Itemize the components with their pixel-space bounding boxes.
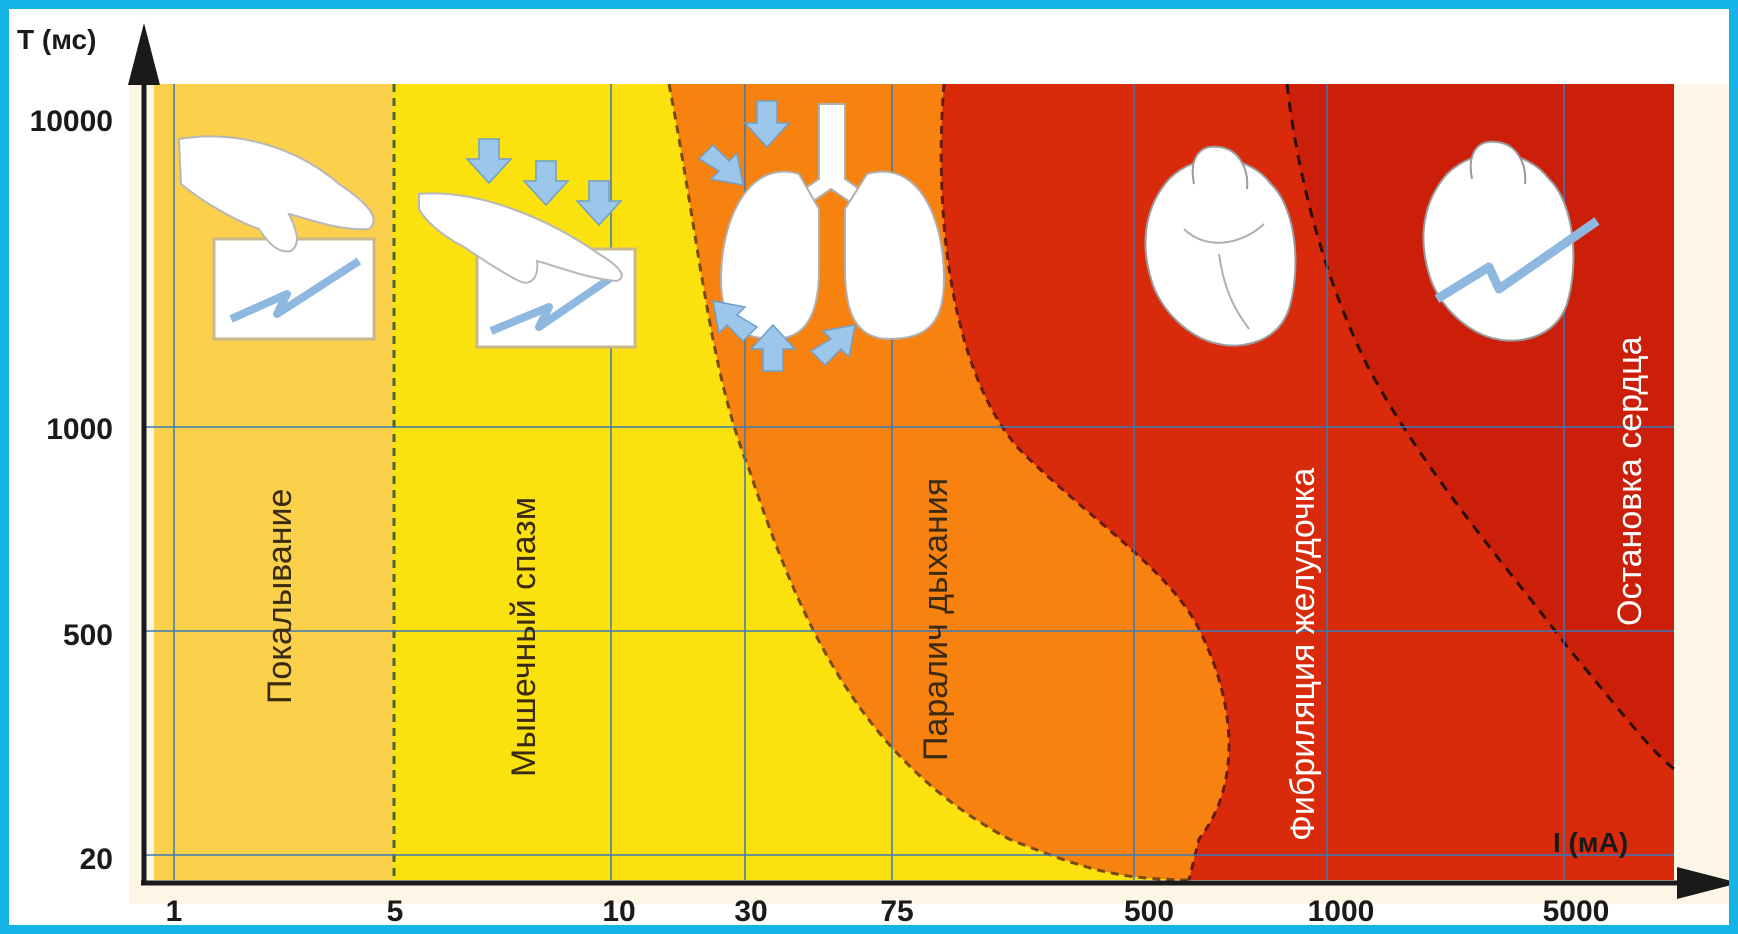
y-axis-title: T (мс) [17,24,96,55]
boundary-spasm-paralysis [667,83,1190,882]
x-tick-5000: 5000 [1543,895,1610,925]
boundary-fibrillation-arrest [1285,83,1675,771]
x-tick-75: 75 [880,895,913,925]
x-tick-10: 10 [602,895,635,925]
heart-shock-icon [1422,140,1600,342]
zone-label-arrest: Остановка сердца [1611,336,1649,626]
zone-label-spasm: Мышечный спазм [505,497,543,777]
y-tick-500: 500 [63,619,113,652]
x-tick-500: 500 [1124,895,1174,925]
x-axis-title: I (мА) [1553,827,1628,858]
x-tick-30: 30 [734,895,767,925]
x-tick-5: 5 [387,895,404,925]
y-axis-arrow [128,23,160,85]
zone-label-paralysis: Паралич дыхания [917,478,955,761]
x-axis-arrow [1677,867,1729,899]
heart-icon [1144,145,1297,347]
y-tick-10000: 10000 [30,105,113,138]
x-tick-1: 1 [166,895,183,925]
hand-shock-icon [177,135,376,341]
hand-spasm-icon [418,138,637,349]
grid-horizontal [144,426,1674,856]
chart-frame: T (мс) I (мА) 10000 1000 500 20 1 5 10 3… [9,9,1729,925]
x-tick-1000: 1000 [1308,895,1375,925]
y-tick-1000: 1000 [46,413,113,446]
chart-canvas: T (мс) I (мА) 10000 1000 500 20 1 5 10 3… [17,23,1729,925]
zone-label-tingling: Покалывание [261,489,299,704]
lungs-icon [697,100,946,372]
y-tick-20: 20 [80,843,113,876]
boundary-paralysis-fibrillation [939,83,1231,881]
zone-label-fibrillation: Фибриляция желудочка [1284,468,1322,841]
